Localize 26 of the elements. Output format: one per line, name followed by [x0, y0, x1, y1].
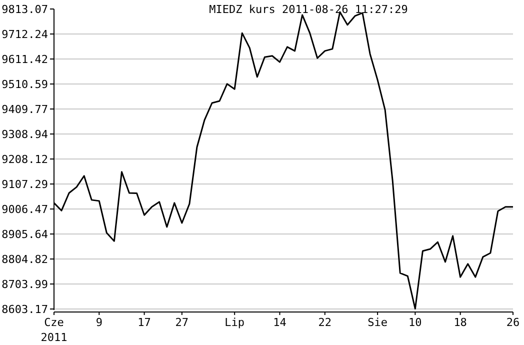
y-tick-label: 9308.94 — [2, 128, 48, 141]
y-tick-label: 9611.42 — [2, 52, 48, 66]
y-tick-label: 9712.24 — [2, 28, 48, 41]
chart-title: MIEDZ kurs 2011-08-26 11:27:29 — [209, 3, 408, 16]
x-tick-label: 26 — [506, 316, 520, 329]
x-tick-label: Lip — [224, 316, 245, 329]
x-tick-label: 17 — [138, 316, 151, 329]
y-tick-label: 8804.82 — [2, 252, 48, 266]
y-tick-label: 8603.17 — [2, 302, 48, 316]
x-tick-label: 9 — [96, 316, 102, 329]
y-tick-label: 9510.59 — [2, 78, 48, 91]
y-tick-label: 9409.77 — [2, 102, 48, 116]
x-tick-label: 14 — [273, 316, 287, 329]
x-tick-label: 27 — [175, 316, 189, 329]
x-tick-label: 10 — [408, 316, 422, 329]
x-tick-label: 22 — [318, 316, 332, 329]
text: 2011 — [40, 331, 68, 344]
y-tick-label: 8703.99 — [2, 278, 48, 291]
y-tick-label: 9107.29 — [2, 178, 48, 191]
y-tick-label: 9006.47 — [2, 202, 48, 216]
x-tick-label: Cze — [44, 316, 64, 329]
y-tick-label: 8905.64 — [2, 228, 48, 241]
x-tick-label: Sie — [368, 316, 388, 329]
x-tick-label: 18 — [454, 316, 467, 329]
y-tick-label: 9208.12 — [2, 152, 48, 166]
y-tick-label: 9813.07 — [2, 2, 48, 16]
